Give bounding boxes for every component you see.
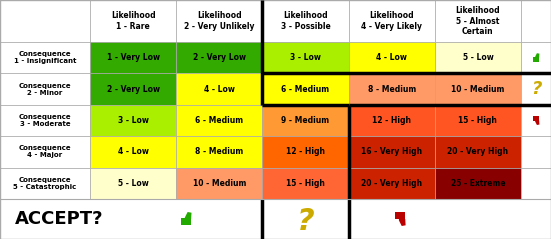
Text: 2 - Very Low: 2 - Very Low <box>193 53 246 62</box>
Bar <box>90 136 176 168</box>
Text: Likelihood
2 - Very Unlikely: Likelihood 2 - Very Unlikely <box>184 11 255 31</box>
Text: Consequence
1 - Insignificant: Consequence 1 - Insignificant <box>14 51 76 64</box>
Text: Consequence
3 - Moderate: Consequence 3 - Moderate <box>19 114 71 127</box>
Bar <box>90 168 176 199</box>
Bar <box>0 0 90 42</box>
Bar <box>262 0 349 42</box>
Text: Likelihood
1 - Rare: Likelihood 1 - Rare <box>111 11 155 31</box>
Bar <box>533 57 539 62</box>
Bar <box>396 212 405 219</box>
Bar <box>521 168 551 199</box>
Bar <box>521 105 551 136</box>
Text: Likelihood
4 - Very Likely: Likelihood 4 - Very Likely <box>361 11 422 31</box>
Text: 20 - Very High: 20 - Very High <box>447 147 509 156</box>
Text: 1 - Very Low: 1 - Very Low <box>106 53 160 62</box>
Bar <box>435 168 521 199</box>
Text: Consequence
2 - Minor: Consequence 2 - Minor <box>19 83 71 96</box>
Text: 3 - Low: 3 - Low <box>290 53 321 62</box>
Bar <box>176 168 262 199</box>
Text: Consequence
4 - Major: Consequence 4 - Major <box>19 145 71 158</box>
Text: 5 - Low: 5 - Low <box>118 179 148 188</box>
Bar <box>176 73 262 105</box>
Bar <box>181 218 191 225</box>
Polygon shape <box>399 219 406 226</box>
Text: 10 - Medium: 10 - Medium <box>451 85 505 94</box>
Text: 4 - Low: 4 - Low <box>118 147 149 156</box>
Bar <box>0 73 90 105</box>
Bar <box>435 136 521 168</box>
Bar <box>349 105 435 136</box>
Bar <box>262 73 349 105</box>
Bar <box>0 199 551 239</box>
Text: 15 - High: 15 - High <box>458 116 498 125</box>
Text: 15 - High: 15 - High <box>286 179 325 188</box>
Bar <box>176 0 262 42</box>
Text: 25 - Extreme: 25 - Extreme <box>451 179 505 188</box>
Bar <box>349 42 435 73</box>
Text: ?: ? <box>531 80 541 98</box>
Bar <box>262 168 349 199</box>
Bar <box>0 105 90 136</box>
Bar <box>521 73 551 105</box>
Bar <box>435 73 521 105</box>
Text: 16 - Very High: 16 - Very High <box>361 147 422 156</box>
Text: 6 - Medium: 6 - Medium <box>195 116 244 125</box>
Bar <box>435 105 521 136</box>
Bar <box>90 73 176 105</box>
Bar <box>90 0 176 42</box>
Text: 2 - Very Low: 2 - Very Low <box>106 85 160 94</box>
Text: ?: ? <box>296 206 315 235</box>
Bar <box>533 116 539 120</box>
Bar <box>435 42 521 73</box>
Text: 9 - Medium: 9 - Medium <box>282 116 329 125</box>
Text: 3 - Low: 3 - Low <box>118 116 149 125</box>
Text: 8 - Medium: 8 - Medium <box>368 85 416 94</box>
Bar <box>176 105 262 136</box>
Bar <box>435 0 521 42</box>
Bar <box>176 42 262 73</box>
Bar <box>349 168 435 199</box>
Polygon shape <box>185 212 192 219</box>
Text: Likelihood
5 - Almost
Certain: Likelihood 5 - Almost Certain <box>456 6 500 36</box>
Text: Likelihood
3 - Possible: Likelihood 3 - Possible <box>280 11 331 31</box>
Bar <box>176 136 262 168</box>
Text: 4 - Low: 4 - Low <box>376 53 407 62</box>
Bar <box>0 136 90 168</box>
Bar <box>349 73 435 105</box>
Bar <box>349 136 435 168</box>
Bar <box>90 105 176 136</box>
Bar <box>349 0 435 42</box>
Bar <box>521 136 551 168</box>
Text: 20 - Very High: 20 - Very High <box>361 179 422 188</box>
Polygon shape <box>535 120 539 125</box>
Bar <box>0 168 90 199</box>
Bar <box>0 42 90 73</box>
Text: 4 - Low: 4 - Low <box>204 85 235 94</box>
Text: 8 - Medium: 8 - Medium <box>195 147 244 156</box>
Text: 12 - High: 12 - High <box>372 116 411 125</box>
Bar <box>262 136 349 168</box>
Bar <box>521 42 551 73</box>
Polygon shape <box>535 53 539 58</box>
Text: Consequence
5 - Catastrophic: Consequence 5 - Catastrophic <box>13 177 77 190</box>
Text: 6 - Medium: 6 - Medium <box>282 85 329 94</box>
Text: 12 - High: 12 - High <box>286 147 325 156</box>
Bar <box>262 42 349 73</box>
Bar <box>262 105 349 136</box>
Bar <box>90 42 176 73</box>
Text: 10 - Medium: 10 - Medium <box>193 179 246 188</box>
Bar <box>521 0 551 42</box>
Text: 5 - Low: 5 - Low <box>462 53 493 62</box>
Text: ACCEPT?: ACCEPT? <box>15 210 104 228</box>
